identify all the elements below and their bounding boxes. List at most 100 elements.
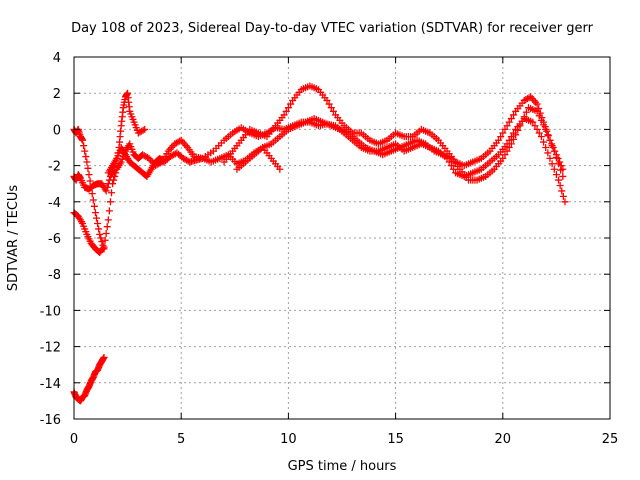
- data-point: [546, 154, 554, 162]
- data-point: [87, 183, 95, 191]
- data-point: [516, 122, 524, 130]
- y-axis-label: SDTVAR / TECUs: [6, 185, 21, 292]
- data-point: [102, 229, 110, 237]
- y-tick-label: -2: [48, 160, 61, 175]
- y-tick-label: -8: [48, 268, 61, 283]
- data-point: [495, 136, 503, 144]
- data-point: [501, 125, 509, 133]
- data-point: [499, 129, 507, 137]
- data-point: [559, 172, 567, 180]
- x-tick-label: 5: [177, 432, 185, 447]
- x-tick-label: 20: [495, 432, 512, 447]
- y-tick-label: -14: [40, 377, 61, 392]
- data-point: [91, 209, 99, 217]
- y-tick-label: -12: [40, 341, 61, 356]
- data-point: [96, 230, 104, 238]
- data-point: [555, 176, 563, 184]
- series-track-e: [220, 82, 567, 173]
- data-point: [533, 100, 541, 108]
- data-point: [106, 198, 114, 206]
- x-tick-label: 15: [387, 432, 404, 447]
- data-point: [323, 96, 331, 104]
- data-point: [546, 136, 554, 144]
- data-point: [88, 190, 96, 198]
- data-point: [548, 142, 556, 150]
- data-point: [329, 107, 337, 115]
- data-point: [90, 202, 98, 210]
- data-point: [522, 108, 530, 116]
- data-point: [558, 187, 566, 195]
- data-point: [108, 189, 116, 197]
- data-point: [556, 182, 564, 190]
- data-point: [552, 153, 560, 161]
- data-point: [105, 176, 113, 184]
- data-point: [525, 94, 533, 102]
- data-point: [537, 133, 545, 141]
- data-point: [447, 162, 455, 170]
- data-point: [552, 171, 560, 179]
- data-point: [505, 144, 513, 151]
- data-point: [139, 126, 147, 134]
- data-point: [561, 198, 569, 206]
- data-point: [548, 160, 556, 168]
- series-track-d: [104, 115, 569, 206]
- data-point: [540, 121, 548, 129]
- y-tick-label: -6: [48, 232, 61, 247]
- data-point: [101, 236, 109, 244]
- data-point: [95, 225, 103, 233]
- data-point: [93, 214, 101, 222]
- data-point: [99, 241, 107, 249]
- y-tick-label: 0: [53, 123, 61, 138]
- data-point: [100, 353, 108, 361]
- data-point: [520, 113, 528, 121]
- x-tick-label: 0: [70, 432, 78, 447]
- data-point: [104, 180, 112, 188]
- data-point: [85, 171, 93, 179]
- data-point: [97, 234, 105, 242]
- data-point: [535, 112, 543, 120]
- data-point: [503, 147, 511, 155]
- data-point: [94, 220, 102, 228]
- data-point: [86, 177, 94, 185]
- data-point: [449, 165, 457, 173]
- data-point: [537, 116, 545, 124]
- data-point: [82, 153, 90, 161]
- data-point: [540, 138, 548, 146]
- data-point: [535, 129, 543, 137]
- data-point: [512, 131, 520, 139]
- data-point: [282, 107, 290, 115]
- data-point: [497, 133, 505, 141]
- data-point: [89, 196, 97, 204]
- series-track-f: [233, 104, 567, 184]
- data-point: [280, 111, 288, 119]
- data-point: [507, 115, 515, 123]
- data-point: [531, 122, 539, 130]
- data-point: [79, 136, 87, 144]
- y-tick-label: 4: [53, 51, 61, 66]
- data-point: [325, 100, 333, 108]
- data-point: [176, 137, 184, 145]
- data-point: [83, 158, 91, 166]
- data-point: [105, 207, 113, 215]
- data-point: [100, 245, 108, 253]
- data-point: [550, 147, 558, 155]
- data-point: [103, 223, 111, 231]
- y-tick-label: -16: [40, 413, 61, 428]
- data-point: [284, 104, 292, 112]
- data-point: [501, 151, 509, 159]
- data-point: [103, 183, 111, 191]
- grid: [74, 57, 610, 419]
- x-axis-label: GPS time / hours: [288, 459, 397, 474]
- y-tick-label: 2: [53, 87, 61, 102]
- data-point: [80, 142, 88, 150]
- data-point: [507, 140, 515, 148]
- data-point: [550, 165, 558, 173]
- data-point: [514, 126, 522, 134]
- data-point: [141, 125, 149, 133]
- data-point: [81, 147, 89, 155]
- data-point: [503, 122, 511, 130]
- data-point: [510, 111, 518, 119]
- data-point: [544, 131, 552, 139]
- chart-title: Day 108 of 2023, Sidereal Day-to-day VTE…: [71, 21, 593, 36]
